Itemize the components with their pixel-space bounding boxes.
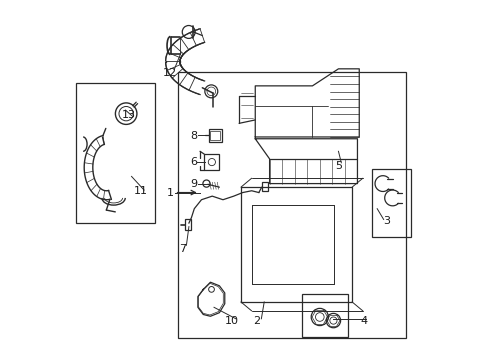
Bar [204,154,219,170]
Text: 3: 3 [382,216,389,226]
Text: 9: 9 [190,179,197,189]
Text: 6: 6 [190,157,197,167]
Bar [210,131,219,140]
Text: 12: 12 [163,68,177,78]
Text: 4: 4 [359,316,366,325]
Bar [184,220,191,230]
Text: 13: 13 [122,111,136,121]
Text: 7: 7 [179,244,186,254]
Bar [261,182,267,191]
Text: 2: 2 [253,316,260,325]
Text: 11: 11 [133,186,147,197]
Bar [76,83,155,223]
Bar [371,169,410,237]
Text: 5: 5 [334,161,341,171]
Text: 10: 10 [225,316,239,325]
Text: 1: 1 [166,188,173,198]
Text: 8: 8 [190,131,197,141]
Bar [178,72,405,338]
Bar [208,129,222,141]
Bar [301,294,348,337]
